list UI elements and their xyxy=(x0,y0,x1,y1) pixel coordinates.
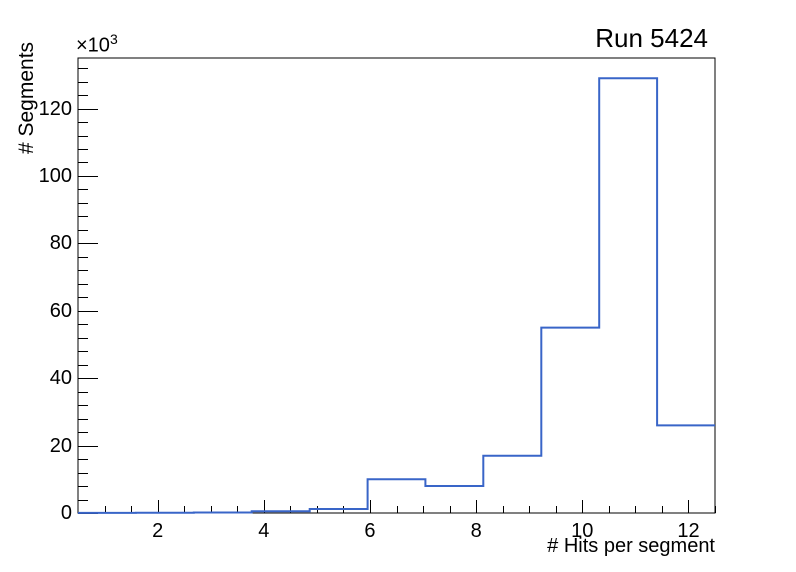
chart-title: Run 5424 xyxy=(595,23,708,53)
y-axis-multiplier-base: ×10 xyxy=(76,34,110,57)
x-tick-label: 4 xyxy=(258,520,270,542)
x-tick-label: 2 xyxy=(152,520,164,542)
x-tick-label: 10 xyxy=(571,520,594,542)
y-tick-label: 40 xyxy=(49,367,72,390)
histogram-line xyxy=(78,77,715,514)
x-axis-title: # Hits per segment xyxy=(547,535,715,557)
x-tick-label: 8 xyxy=(470,520,482,542)
y-tick-label: 80 xyxy=(49,232,72,255)
y-tick-label: 100 xyxy=(38,164,72,187)
y-tick-label: 0 xyxy=(60,502,72,524)
y-tick-label: 60 xyxy=(49,299,72,322)
y-tick-label: 120 xyxy=(38,97,72,120)
x-tick-label: 6 xyxy=(364,520,376,542)
y-tick-label: 20 xyxy=(49,434,72,457)
y-axis-multiplier: ×103 xyxy=(76,31,118,58)
x-tick-label: 12 xyxy=(677,520,700,542)
y-axis-multiplier-exponent: 3 xyxy=(109,31,118,47)
plot-frame xyxy=(77,57,716,514)
